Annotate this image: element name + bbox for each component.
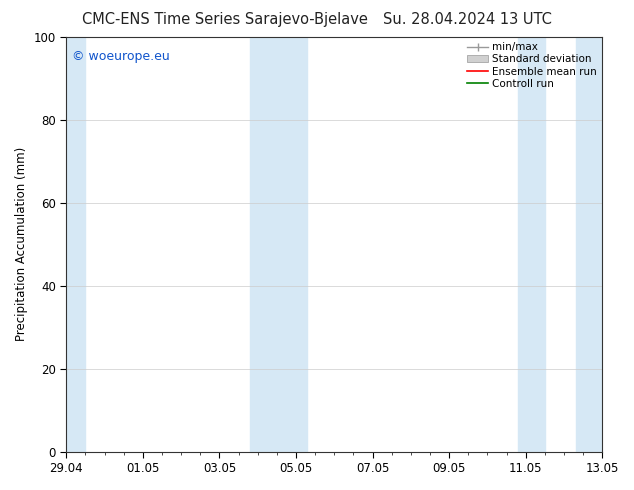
Bar (66, 37, 86, 452)
Text: CMC-ENS Time Series Sarajevo-Bjelave: CMC-ENS Time Series Sarajevo-Bjelave (82, 12, 368, 27)
Text: Su. 28.04.2024 13 UTC: Su. 28.04.2024 13 UTC (383, 12, 552, 27)
Bar (576, 37, 602, 452)
Bar (518, 37, 545, 452)
Legend: min/max, Standard deviation, Ensemble mean run, Controll run: min/max, Standard deviation, Ensemble me… (465, 40, 599, 91)
Y-axis label: Precipitation Accumulation (mm): Precipitation Accumulation (mm) (15, 147, 28, 342)
Bar (250, 37, 307, 452)
Text: © woeurope.eu: © woeurope.eu (72, 49, 169, 63)
